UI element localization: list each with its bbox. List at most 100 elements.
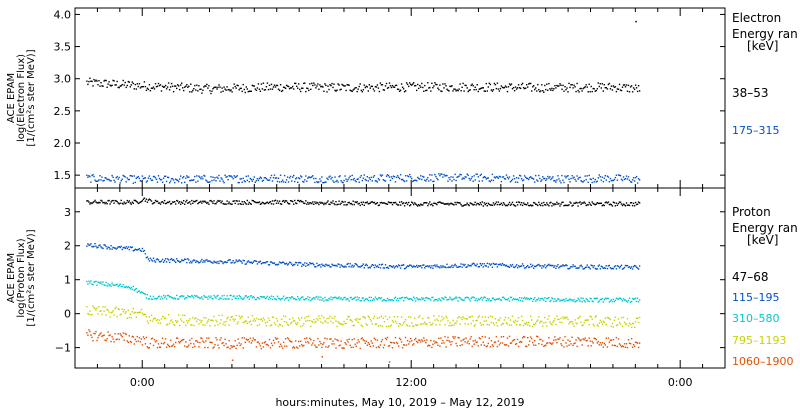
data-point [438,297,440,300]
data-point [350,346,352,349]
data-point [153,317,156,320]
data-point [453,298,455,300]
data-point [346,263,348,265]
data-point [390,341,393,344]
data-point [618,297,621,299]
data-point [295,261,297,264]
data-point [251,297,253,299]
data-point [212,262,214,264]
data-point [319,201,321,203]
series-proton-4 [86,329,641,363]
data-point [171,345,174,347]
data-point [177,260,179,262]
data-point [596,268,598,270]
data-point [204,200,206,202]
data-point [321,315,323,317]
data-point [192,316,194,319]
data-point [332,297,334,299]
data-point [549,264,551,267]
data-point [137,202,139,205]
data-point [504,204,507,207]
data-point [249,320,251,322]
data-point [601,266,603,268]
data-point [344,342,346,344]
data-point [188,201,190,204]
data-point [536,320,538,322]
data-point [459,297,461,299]
data-point [298,199,300,202]
data-point [110,340,112,343]
data-point [621,300,624,302]
data-point [325,181,327,183]
data-point [542,325,544,327]
data-point [197,318,199,321]
data-point [157,202,160,204]
data-point [325,299,327,301]
data-point [511,178,514,181]
data-point [463,299,465,301]
data-point [348,84,350,86]
data-point [412,299,414,302]
data-point [126,247,128,250]
data-point [174,297,176,299]
data-point [366,264,368,267]
data-point [610,268,613,270]
data-point [318,181,320,183]
data-point [420,265,422,267]
data-point [541,202,543,204]
data-point [363,204,365,206]
data-point [360,338,362,340]
data-point [263,296,266,298]
data-point [556,201,558,203]
data-point [463,338,465,340]
data-point [491,316,494,318]
data-point [299,177,301,180]
data-point [500,299,503,301]
data-point [406,339,409,342]
data-point [445,85,447,87]
data-point [175,298,177,300]
data-point [575,300,577,302]
data-point [315,296,317,298]
data-point [451,203,453,205]
data-point [399,204,402,206]
data-point [248,321,250,323]
data-point [473,263,475,265]
data-point [283,320,286,323]
data-point [571,205,573,207]
data-point [121,202,123,205]
data-point [296,262,298,264]
data-point [447,320,449,322]
data-point [473,296,475,299]
data-point [115,248,117,250]
data-point [103,284,105,286]
data-point [520,83,523,86]
data-point [386,266,389,268]
data-point [623,321,626,323]
data-point [522,297,525,300]
data-point [416,264,418,267]
data-point [359,266,361,268]
data-point [476,319,478,321]
data-point [252,320,254,322]
data-point [209,90,211,92]
data-point [332,200,334,202]
data-point [310,325,312,328]
data-point [287,299,290,301]
data-point [360,89,362,92]
data-point [295,340,297,342]
data-point [133,175,135,177]
data-point [388,82,391,84]
data-point [636,317,639,319]
data-point [202,89,204,91]
data-point [97,180,99,182]
data-point [187,322,189,324]
data-point [98,201,100,204]
data-point [160,342,163,345]
data-point [472,262,474,264]
data-point [577,89,579,92]
data-point [374,264,377,266]
data-point [236,175,238,177]
data-point [299,299,301,301]
data-point [479,262,481,265]
